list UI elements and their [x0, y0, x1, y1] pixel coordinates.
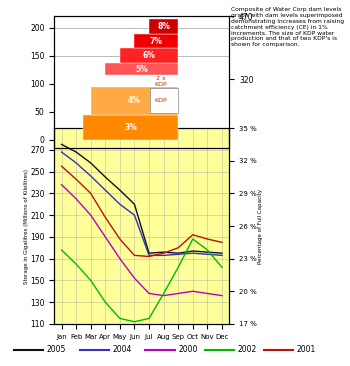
Text: 2005: 2005: [47, 345, 66, 354]
Text: 4%: 4%: [128, 96, 141, 105]
Bar: [120, 48, 178, 63]
Text: 2002: 2002: [238, 345, 257, 354]
Y-axis label: Percentage of Full Capacity: Percentage of Full Capacity: [258, 188, 263, 264]
Bar: [105, 63, 178, 75]
Text: 5%: 5%: [135, 65, 148, 74]
Bar: [149, 19, 178, 34]
Text: 8%: 8%: [157, 22, 170, 31]
Text: 2004: 2004: [112, 345, 132, 354]
Text: 3%: 3%: [124, 123, 137, 132]
Bar: [150, 88, 178, 113]
Text: 2 x
KDP: 2 x KDP: [154, 76, 167, 86]
Text: 2000: 2000: [178, 345, 198, 354]
Bar: [134, 34, 178, 48]
Bar: [91, 16, 193, 148]
Text: KDP: KDP: [154, 98, 167, 103]
Text: 2001: 2001: [297, 345, 316, 354]
Y-axis label: Storage in Gigalitres (Millions of Kilolitres): Storage in Gigalitres (Millions of Kilol…: [24, 168, 29, 284]
Text: Composite of Water Corp dam levels graph with dam levels superimposed demonstrat: Composite of Water Corp dam levels graph…: [231, 7, 344, 47]
Bar: [91, 86, 178, 115]
Bar: [83, 115, 178, 140]
Text: 7%: 7%: [150, 37, 163, 46]
Text: 6%: 6%: [142, 51, 155, 60]
